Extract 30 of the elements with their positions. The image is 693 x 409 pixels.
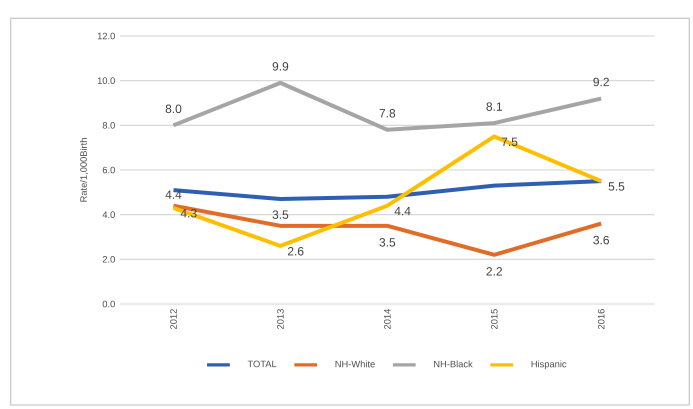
y-tick-label: 8.0 (102, 122, 115, 129)
data-label: 2.6 (288, 247, 304, 256)
data-label: 3.5 (272, 210, 288, 219)
x-tick-label: 2012 (170, 309, 177, 329)
y-tick-label: 4.0 (102, 211, 115, 218)
data-label: 9.9 (272, 62, 288, 71)
y-tick-label: 0.0 (102, 300, 115, 308)
data-label: 4.4 (165, 190, 182, 199)
data-label: 9.2 (593, 78, 609, 86)
data-label: 8.0 (166, 104, 182, 114)
y-tick-label: 6.0 (102, 166, 115, 174)
data-label: 3.5 (379, 238, 396, 247)
x-tick-label: 2013 (277, 309, 284, 329)
y-axis-title: Rate/1,000Birth (80, 138, 88, 202)
y-tick-label: 10.0 (98, 77, 115, 84)
data-label: 5.5 (608, 182, 624, 191)
data-label: 2.2 (486, 267, 502, 276)
y-tick-label: 2.0 (102, 256, 115, 263)
legend-label: Hispanic (532, 360, 566, 370)
data-label: 7.8 (380, 109, 396, 118)
legend-label: NH-White (336, 360, 375, 368)
data-label: 4.4 (394, 206, 411, 216)
y-tick-label: 12.0 (98, 32, 115, 40)
data-label: 8.1 (486, 102, 502, 111)
x-tick-label: 2014 (384, 308, 391, 329)
x-tick-label: 2015 (490, 309, 498, 329)
legend-label: NH-Black (434, 360, 473, 368)
x-tick-label: 2016 (598, 309, 604, 329)
data-label: 3.6 (593, 236, 610, 244)
legend-label: TOTAL (248, 360, 276, 368)
